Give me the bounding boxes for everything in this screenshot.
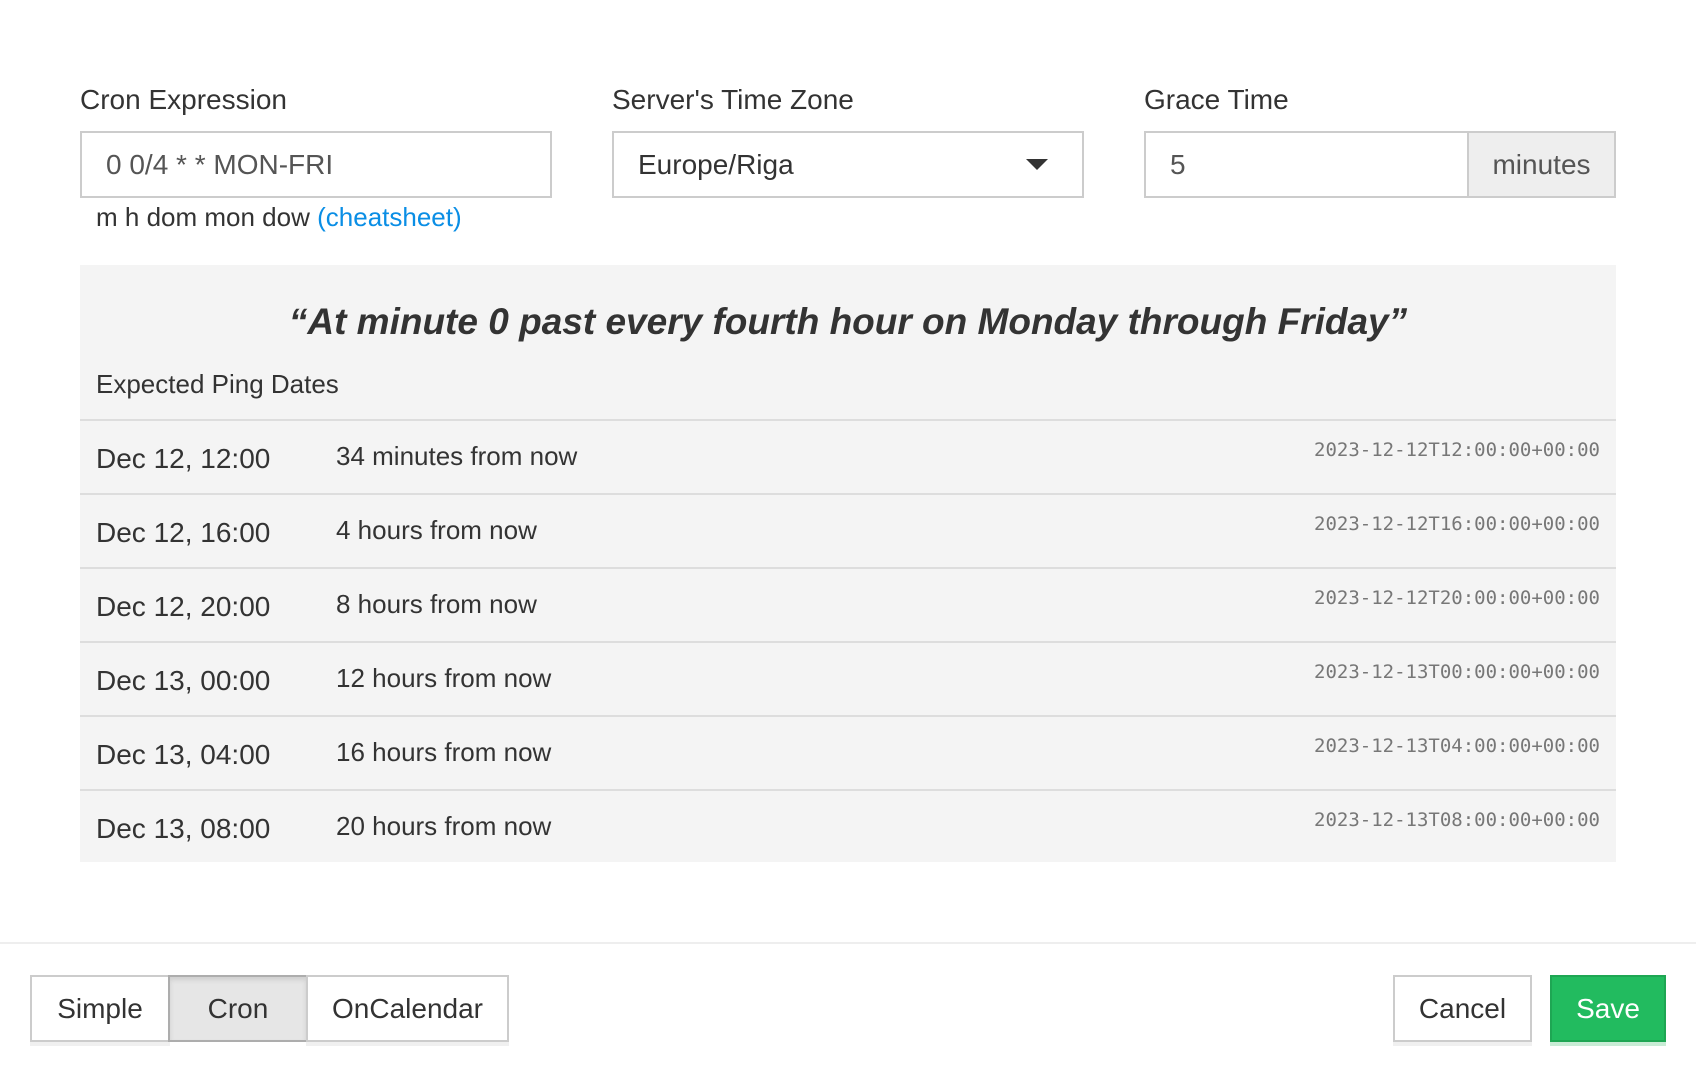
ping-iso-timestamp: 2023-12-12T20:00:00+00:00 <box>1314 587 1600 609</box>
ping-date-row: Dec 12, 20:00 8 hours from now 2023-12-12T… <box>80 567 1616 641</box>
timezone-label: Server's Time Zone <box>612 84 854 115</box>
ping-iso-timestamp: 2023-12-13T08:00:00+00:00 <box>1314 809 1600 831</box>
cancel-button[interactable]: Cancel <box>1393 975 1532 1042</box>
ping-relative-time: 4 hours from now <box>336 515 537 545</box>
cheatsheet-link[interactable]: (cheatsheet) <box>317 202 462 232</box>
cron-expression-value: 0 0/4 * * MON-FRI <box>106 148 334 180</box>
ping-date: Dec 13, 08:00 <box>96 813 271 844</box>
ping-date: Dec 12, 16:00 <box>96 517 271 548</box>
grace-time-input[interactable]: 5 <box>1144 131 1468 198</box>
ping-date-row: Dec 13, 04:00 16 hours from now 2023-12-13… <box>80 715 1616 789</box>
ping-iso-timestamp: 2023-12-12T16:00:00+00:00 <box>1314 513 1600 535</box>
ping-relative-time: 12 hours from now <box>336 663 552 693</box>
timezone-value: Europe/Riga <box>638 148 794 180</box>
timezone-select[interactable]: Europe/Riga <box>612 131 1084 198</box>
footer-divider <box>0 942 1696 944</box>
ping-date-row: Dec 13, 08:00 20 hours from now 2023-12-13… <box>80 789 1616 863</box>
ping-relative-time: 34 minutes from now <box>336 441 578 471</box>
mode-cron-button[interactable]: Cron <box>168 975 308 1042</box>
cron-help: m h dom mon dow (cheatsheet) <box>96 202 462 233</box>
cron-help-text: m h dom mon dow <box>96 202 310 232</box>
cron-expression-input[interactable]: 0 0/4 * * MON-FRI <box>80 131 552 198</box>
cron-expression-label: Cron Expression <box>80 84 287 115</box>
ping-relative-time: 8 hours from now <box>336 589 537 619</box>
ping-date: Dec 13, 00:00 <box>96 665 271 696</box>
ping-relative-time: 16 hours from now <box>336 737 552 767</box>
cron-description: “At minute 0 past every fourth hour on M… <box>288 301 1408 342</box>
mode-oncalendar-button[interactable]: OnCalendar <box>306 975 509 1042</box>
ping-iso-timestamp: 2023-12-13T04:00:00+00:00 <box>1314 735 1600 757</box>
save-button[interactable]: Save <box>1550 975 1666 1042</box>
ping-iso-timestamp: 2023-12-12T12:00:00+00:00 <box>1314 439 1600 461</box>
grace-time-label: Grace Time <box>1144 84 1289 115</box>
grace-time-value: 5 <box>1170 148 1186 180</box>
mode-simple-button[interactable]: Simple <box>30 975 170 1042</box>
ping-date-row: Dec 12, 16:00 4 hours from now 2023-12-12T… <box>80 493 1616 567</box>
caret-down-icon <box>1026 159 1048 170</box>
ping-date-row: Dec 12, 12:00 34 minutes from now 2023-12-… <box>80 419 1616 493</box>
cron-preview-panel: “At minute 0 past every fourth hour on M… <box>80 265 1616 862</box>
ping-relative-time: 20 hours from now <box>336 811 552 841</box>
ping-iso-timestamp: 2023-12-13T00:00:00+00:00 <box>1314 661 1600 683</box>
ping-date: Dec 13, 04:00 <box>96 739 271 770</box>
ping-date: Dec 12, 20:00 <box>96 591 271 622</box>
ping-date-row: Dec 13, 00:00 12 hours from now 2023-12-13… <box>80 641 1616 715</box>
grace-time-unit: minutes <box>1467 131 1616 198</box>
expected-ping-dates-heading: Expected Ping Dates <box>96 369 339 399</box>
ping-date: Dec 12, 12:00 <box>96 443 271 474</box>
